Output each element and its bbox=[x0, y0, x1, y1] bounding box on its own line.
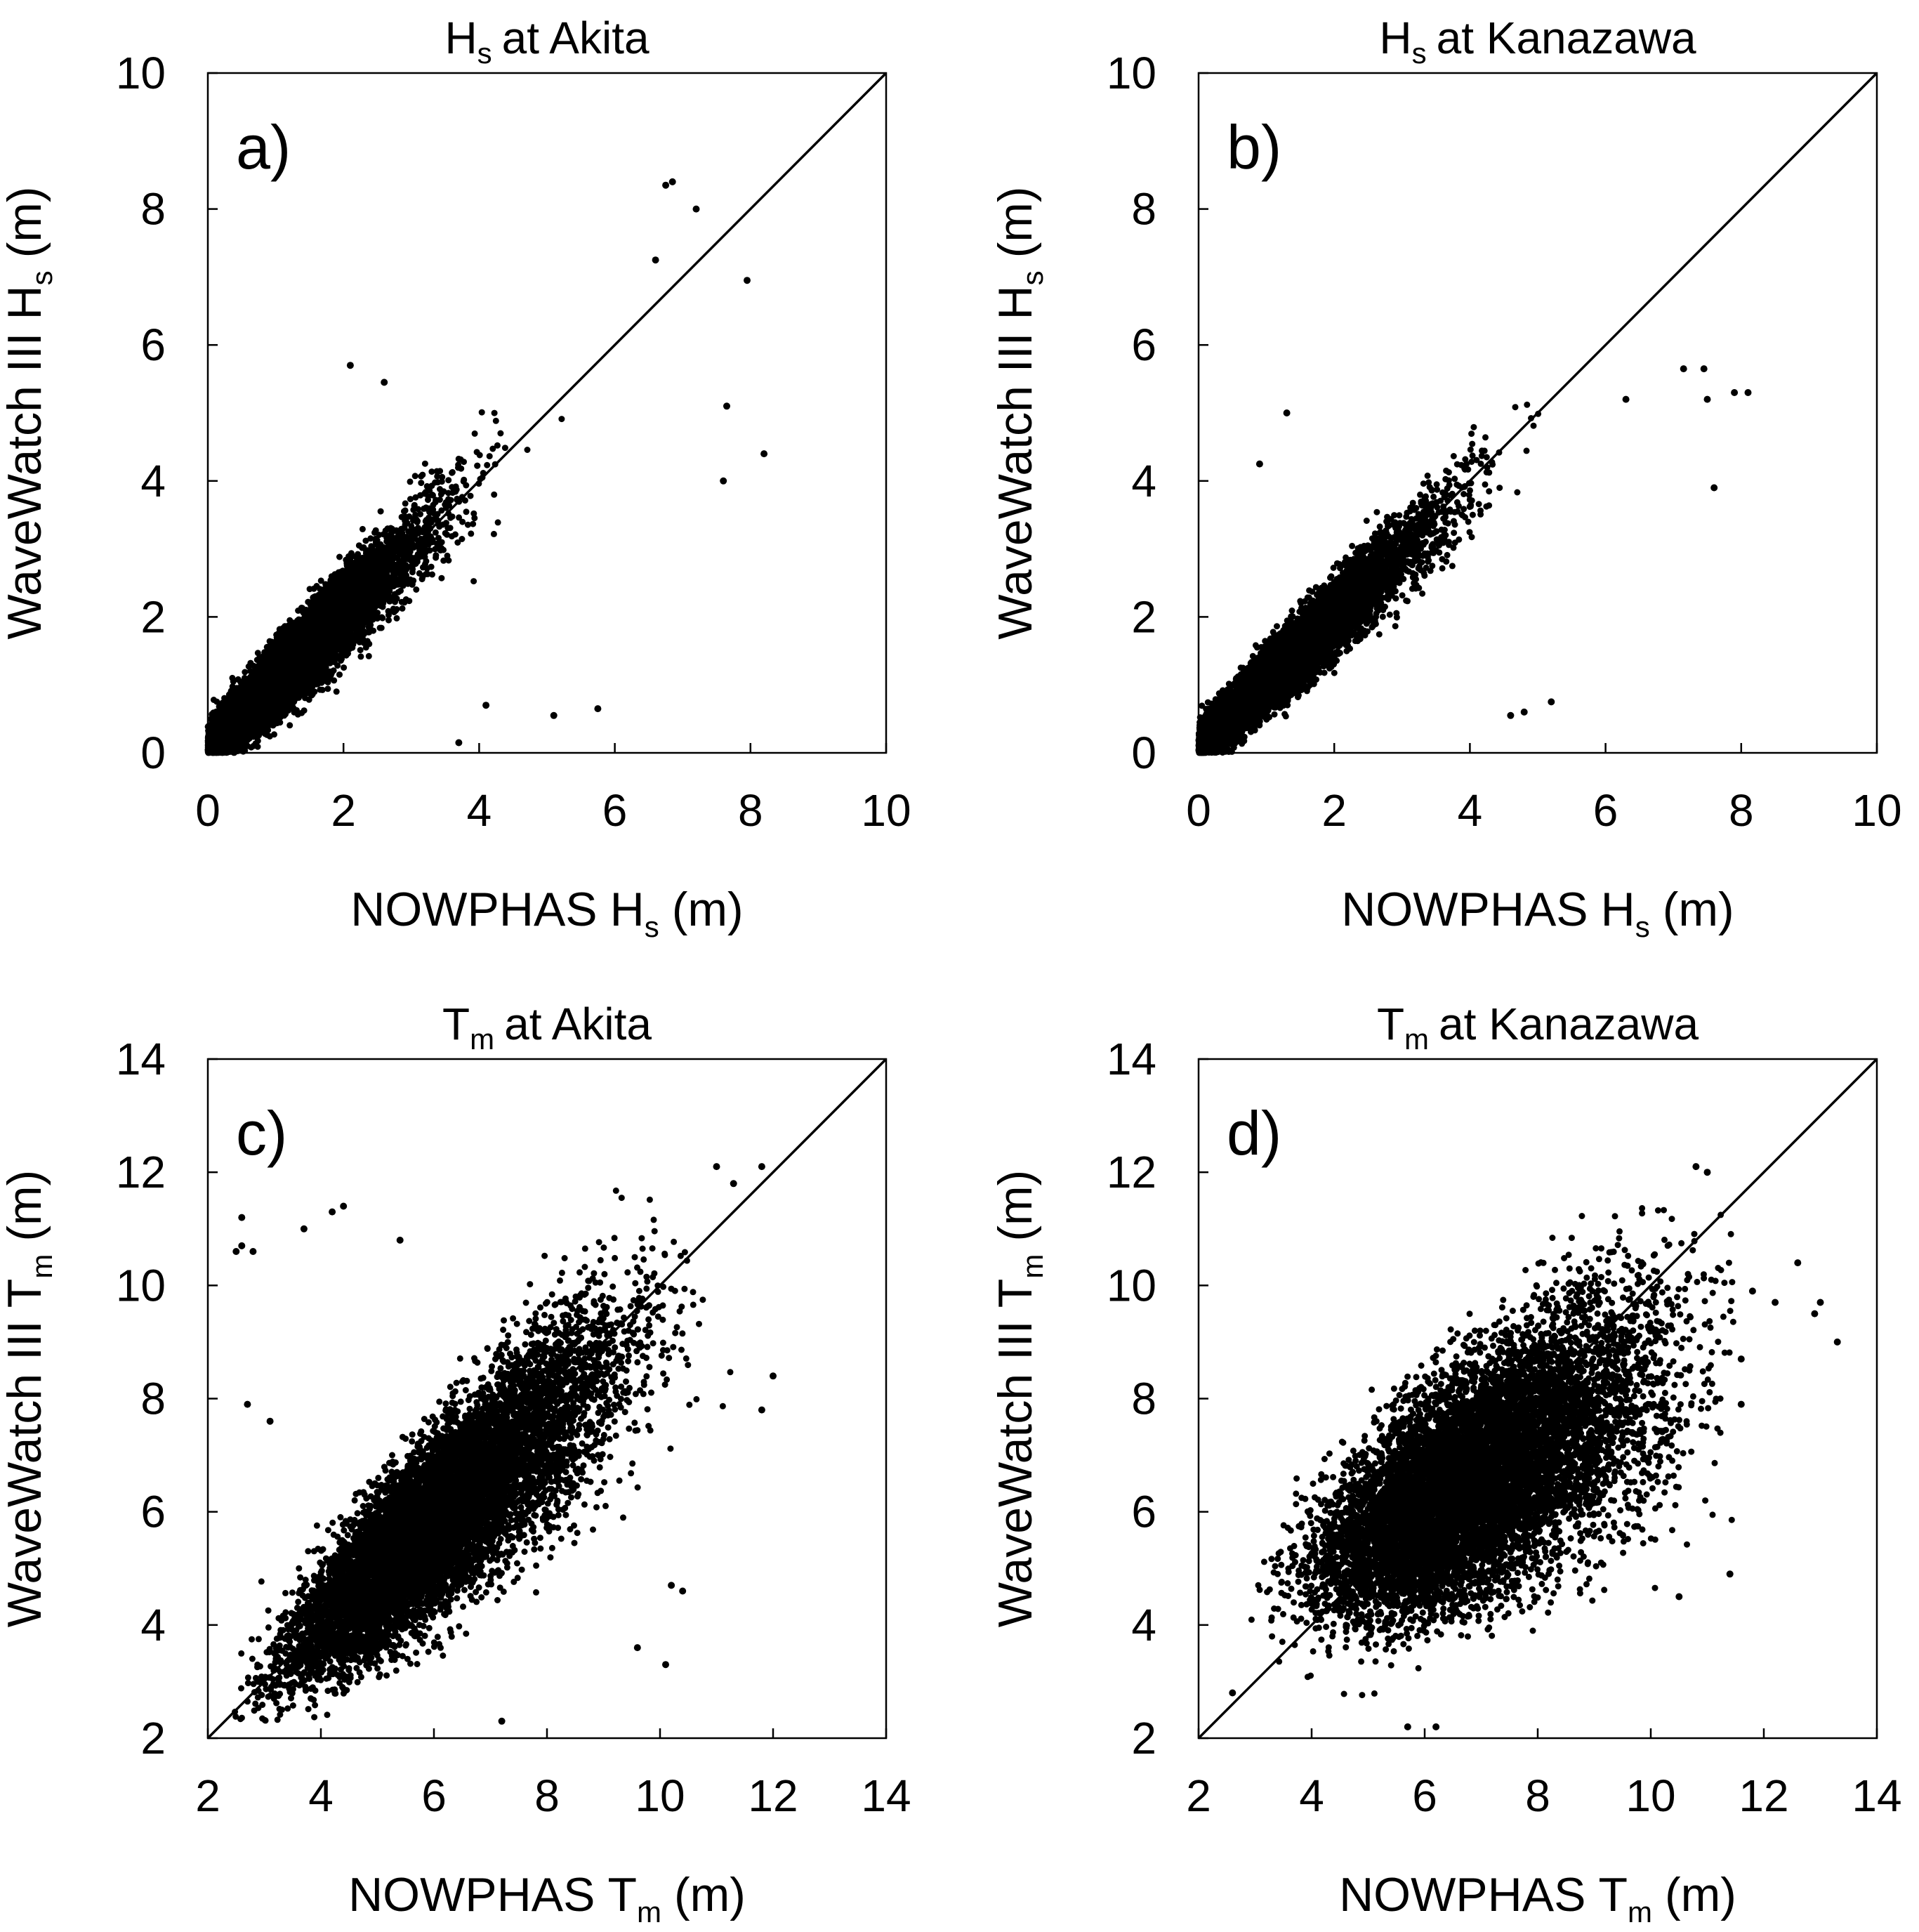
scatter-point bbox=[468, 530, 475, 537]
scatter-point bbox=[413, 586, 420, 593]
scatter-point bbox=[463, 508, 470, 515]
scatter-point bbox=[490, 530, 497, 537]
scatter-point bbox=[484, 461, 491, 468]
scatter-point bbox=[248, 661, 255, 668]
scatter-points bbox=[204, 178, 768, 756]
scatter-point bbox=[438, 574, 445, 581]
scatter-point bbox=[407, 496, 414, 503]
scatter-point bbox=[341, 664, 348, 671]
scatter-point bbox=[402, 500, 409, 507]
scatter-point bbox=[497, 430, 504, 437]
scatter-point bbox=[492, 417, 499, 424]
scatter-point bbox=[476, 452, 483, 459]
scatter-point bbox=[210, 697, 217, 703]
scatter-point bbox=[254, 650, 261, 657]
scatter-point bbox=[319, 686, 326, 693]
scatter-point bbox=[333, 688, 340, 695]
scatter-point bbox=[501, 445, 508, 452]
scatter-point bbox=[411, 473, 418, 480]
scatter-point bbox=[357, 653, 364, 660]
scatter-point bbox=[385, 617, 392, 624]
scatter-point bbox=[456, 514, 463, 521]
scatter-point bbox=[418, 553, 425, 560]
scatter-point bbox=[271, 731, 277, 738]
scatter-point bbox=[418, 480, 425, 487]
scatter-point bbox=[470, 578, 477, 585]
scatter-point bbox=[459, 536, 466, 542]
scatter-point bbox=[362, 644, 369, 651]
scatter-point bbox=[491, 491, 498, 498]
scatter-point bbox=[301, 707, 308, 714]
scatter-point bbox=[336, 671, 343, 678]
scatter-point bbox=[449, 468, 456, 475]
scatter-point bbox=[429, 571, 435, 578]
